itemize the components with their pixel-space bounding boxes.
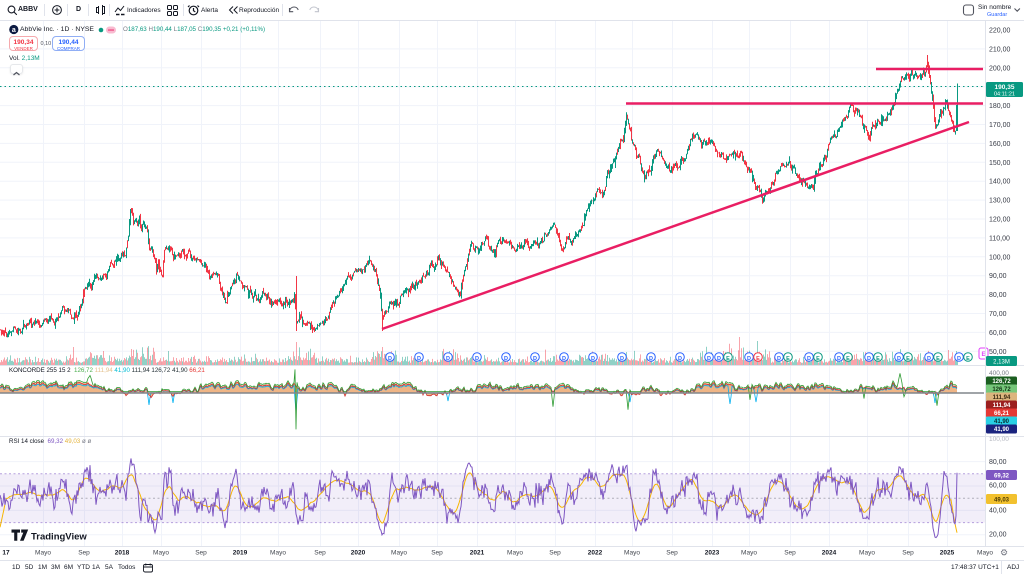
- svg-text:⚙: ⚙: [1000, 548, 1008, 558]
- svg-text:D: D: [897, 356, 901, 362]
- svg-text:04:11:21: 04:11:21: [994, 92, 1015, 98]
- svg-text:2021: 2021: [470, 550, 485, 557]
- svg-text:110,00: 110,00: [989, 235, 1010, 242]
- svg-text:111,94: 111,94: [993, 395, 1011, 401]
- svg-text:E: E: [726, 356, 730, 362]
- svg-text:D: D: [620, 356, 624, 362]
- svg-text:D: D: [837, 356, 841, 362]
- svg-text:400,00: 400,00: [989, 370, 1009, 377]
- svg-text:D: D: [388, 356, 392, 362]
- svg-text:100,00: 100,00: [989, 254, 1011, 261]
- svg-text:Mayo: Mayo: [35, 550, 51, 557]
- svg-text:Sep: Sep: [784, 550, 796, 557]
- svg-text:D: D: [927, 356, 931, 362]
- svg-text:Mayo: Mayo: [624, 550, 640, 557]
- svg-text:2022: 2022: [588, 550, 603, 557]
- svg-text:E: E: [936, 356, 940, 362]
- svg-text:D: D: [747, 356, 751, 362]
- svg-text:D: D: [417, 356, 421, 362]
- svg-text:140,00: 140,00: [989, 179, 1011, 186]
- svg-text:E: E: [966, 356, 970, 362]
- svg-text:D: D: [957, 356, 961, 362]
- svg-text:120,00: 120,00: [989, 217, 1011, 224]
- svg-text:60,00: 60,00: [989, 330, 1007, 337]
- svg-text:D: D: [591, 356, 595, 362]
- svg-text:126,72: 126,72: [992, 379, 1011, 385]
- svg-text:D: D: [717, 356, 721, 362]
- svg-text:E: E: [876, 356, 880, 362]
- svg-text:Mayo: Mayo: [391, 550, 407, 557]
- svg-text:2025: 2025: [940, 550, 955, 557]
- svg-text:200,00: 200,00: [989, 65, 1011, 72]
- svg-text:Mayo: Mayo: [507, 550, 523, 557]
- svg-text:49,03: 49,03: [994, 498, 1010, 504]
- svg-text:Sep: Sep: [195, 550, 207, 557]
- svg-text:70,00: 70,00: [989, 311, 1007, 318]
- svg-text:17: 17: [2, 550, 10, 557]
- svg-text:40,00: 40,00: [989, 508, 1007, 515]
- svg-text:E: E: [981, 352, 985, 358]
- svg-text:Mayo: Mayo: [977, 550, 993, 557]
- svg-text:D: D: [867, 356, 871, 362]
- svg-text:D: D: [475, 356, 479, 362]
- svg-text:Sep: Sep: [78, 550, 90, 557]
- svg-text:180,00: 180,00: [989, 103, 1011, 110]
- svg-text:D: D: [807, 356, 811, 362]
- svg-text:20,00: 20,00: [989, 532, 1007, 539]
- svg-text:160,00: 160,00: [989, 141, 1011, 148]
- svg-text:190,35: 190,35: [995, 84, 1015, 91]
- svg-text:2020: 2020: [351, 550, 366, 557]
- svg-text:Sep: Sep: [549, 550, 561, 557]
- svg-text:TradingView: TradingView: [31, 532, 87, 543]
- svg-text:90,00: 90,00: [989, 273, 1007, 280]
- svg-text:E: E: [756, 356, 760, 362]
- svg-text:210,00: 210,00: [989, 46, 1011, 53]
- svg-text:D: D: [707, 356, 711, 362]
- svg-text:D: D: [649, 356, 653, 362]
- svg-text:50,00: 50,00: [989, 349, 1007, 356]
- svg-text:2018: 2018: [115, 550, 130, 557]
- svg-text:D: D: [504, 356, 508, 362]
- svg-text:2,13M: 2,13M: [993, 360, 1010, 366]
- svg-text:Sep: Sep: [431, 550, 443, 557]
- svg-text:126,72: 126,72: [992, 387, 1011, 393]
- svg-text:60,00: 60,00: [989, 483, 1007, 490]
- svg-text:220,00: 220,00: [989, 28, 1011, 35]
- svg-text:80,00: 80,00: [989, 292, 1007, 299]
- svg-text:a: a: [12, 27, 16, 34]
- svg-text:2024: 2024: [822, 550, 837, 557]
- svg-text:111,94: 111,94: [993, 403, 1011, 409]
- svg-text:80,00: 80,00: [989, 459, 1007, 466]
- svg-text:D: D: [533, 356, 537, 362]
- svg-text:D: D: [562, 356, 566, 362]
- svg-text:66,21: 66,21: [994, 411, 1010, 417]
- svg-text:E: E: [846, 356, 850, 362]
- svg-text:E: E: [906, 356, 910, 362]
- svg-text:Mayo: Mayo: [859, 550, 875, 557]
- svg-text:Mayo: Mayo: [741, 550, 757, 557]
- svg-text:D: D: [446, 356, 450, 362]
- svg-text:Sep: Sep: [314, 550, 326, 557]
- svg-text:150,00: 150,00: [989, 160, 1011, 167]
- svg-text:41,90: 41,90: [994, 419, 1010, 425]
- svg-text:100,00: 100,00: [989, 436, 1009, 443]
- svg-text:130,00: 130,00: [989, 198, 1011, 205]
- svg-text:E: E: [786, 356, 790, 362]
- svg-text:Mayo: Mayo: [153, 550, 169, 557]
- svg-text:69,32: 69,32: [994, 474, 1010, 480]
- svg-text:2023: 2023: [705, 550, 720, 557]
- svg-text:E: E: [816, 356, 820, 362]
- svg-text:D: D: [777, 356, 781, 362]
- svg-text:Sep: Sep: [666, 550, 678, 557]
- svg-text:Mayo: Mayo: [270, 550, 286, 557]
- svg-text:D: D: [678, 356, 682, 362]
- svg-text:2019: 2019: [233, 550, 248, 557]
- svg-text:41,90: 41,90: [994, 427, 1010, 433]
- svg-text:170,00: 170,00: [989, 122, 1011, 129]
- svg-text:Sep: Sep: [902, 550, 914, 557]
